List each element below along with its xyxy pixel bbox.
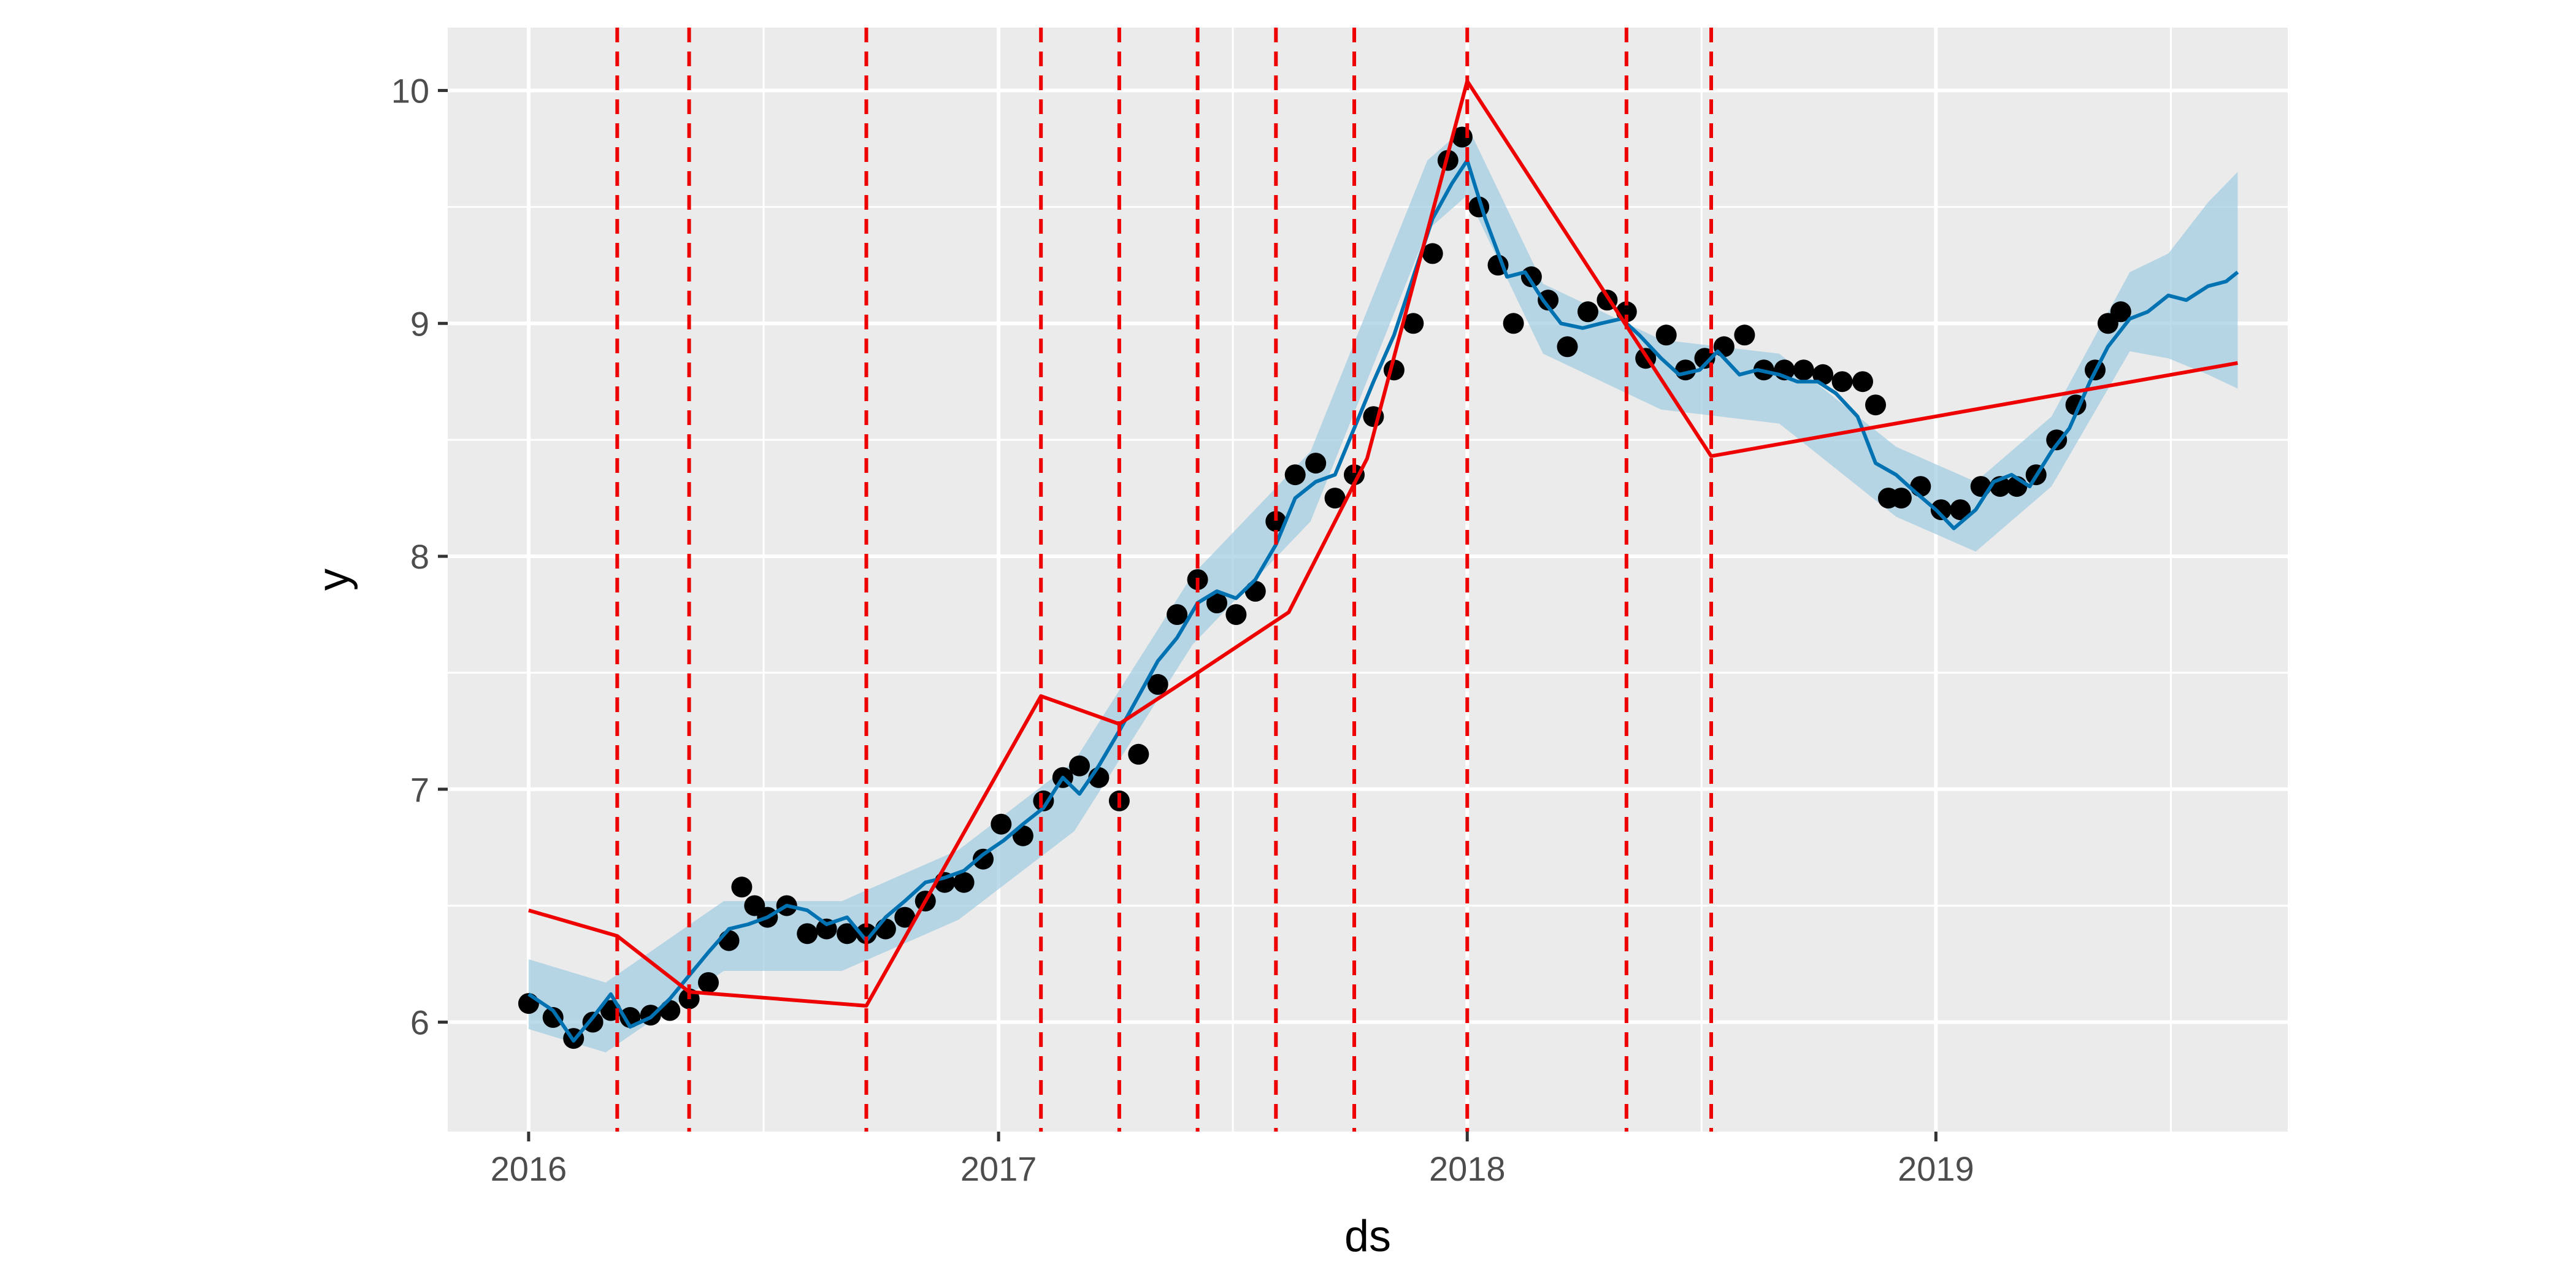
data-point [1284,464,1306,486]
data-point [1305,453,1327,474]
data-point [1033,790,1054,811]
x-tick-label: 2017 [960,1149,1037,1188]
trend-series [528,79,2238,1008]
data-point [1167,604,1188,625]
data-point [894,907,916,928]
data-point [1225,604,1247,625]
data-point [1557,336,1578,358]
data-point [2046,429,2068,451]
data-point [542,1006,564,1028]
y-tick-label: 9 [410,304,429,343]
y-axis-tick-labels: 6 7 8 9 10 [391,72,429,1042]
trend-line [528,79,2238,1008]
data-point [1206,592,1227,613]
data-point [1910,476,1931,497]
data-point [1244,581,1266,602]
x-axis-tick-labels: 2016 2017 2018 2019 [491,1149,1974,1188]
data-point [1503,313,1524,334]
changepoint-lines [615,28,1714,1132]
data-point [1865,394,1886,416]
data-point [953,872,975,893]
data-point [582,1011,604,1033]
data-point [2110,301,2131,323]
y-axis-title: y [309,569,358,591]
data-point [1422,243,1443,264]
forecast-series [527,158,2239,1043]
major-gridlines [448,28,2288,1132]
data-point [991,813,1012,835]
axis-ticks [438,89,1938,1141]
data-point [1950,499,1971,521]
data-point [1930,499,1952,521]
data-point [698,972,719,993]
data-point [1793,359,1814,381]
x-axis-title: ds [1344,1212,1391,1261]
data-point [856,923,877,945]
data-point [1128,743,1149,765]
data-point [1577,301,1598,323]
data-point [973,848,994,870]
data-point [1831,371,1853,393]
y-tick-label: 10 [391,72,429,110]
y-tick-label: 8 [410,537,429,576]
data-point [1890,488,1912,509]
data-point [1655,324,1677,346]
data-point [797,923,818,945]
data-point [731,876,753,898]
x-tick-label: 2019 [1898,1149,1974,1188]
x-tick-label: 2016 [491,1149,567,1188]
data-point [837,923,858,945]
data-point [1069,755,1090,776]
uncertainty-band [528,125,2238,1052]
uncertainty-band-area [528,125,2238,1052]
y-tick-label: 6 [410,1003,429,1042]
data-point [1265,511,1287,532]
data-point [1538,289,1559,311]
x-tick-label: 2018 [1429,1149,1506,1188]
forecast-line [527,158,2239,1043]
data-point [659,1000,681,1021]
data-point [1403,313,1424,334]
y-tick-label: 7 [410,770,429,809]
data-point [1734,324,1755,346]
data-point [1324,488,1346,509]
data-point [1147,673,1168,695]
data-point [1852,371,1873,393]
data-point [718,930,740,951]
